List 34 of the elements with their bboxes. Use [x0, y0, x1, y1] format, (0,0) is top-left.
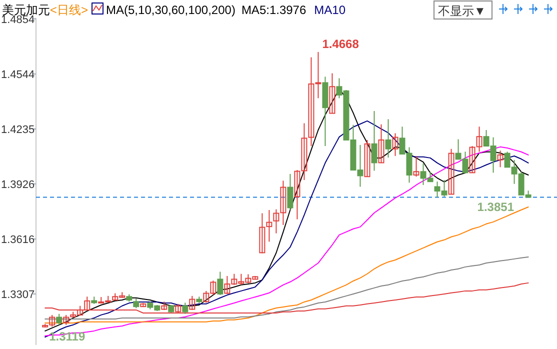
text: 不显示▼	[438, 4, 486, 18]
candlestick	[217, 271, 224, 296]
candlestick	[266, 210, 272, 242]
text: MA10	[314, 3, 346, 17]
candlestick	[56, 313, 62, 326]
candlestick	[476, 126, 482, 152]
candlestick	[294, 170, 300, 220]
y-tick-label: 1.4854	[1, 14, 35, 26]
candlestick	[448, 148, 454, 195]
candlestick	[329, 72, 336, 114]
annotation: 1.4668	[322, 36, 360, 51]
candlestick	[385, 118, 392, 158]
candlestick	[133, 298, 140, 309]
chart-subtitle: <日线>	[50, 3, 88, 17]
candlestick	[497, 150, 504, 168]
candlestick	[182, 302, 188, 314]
candlestick	[378, 124, 384, 164]
candlestick	[189, 295, 196, 310]
text: MA5:1.3976	[241, 3, 306, 17]
y-tick-label: 1.3616	[1, 234, 35, 246]
y-tick-label: 1.4544	[1, 69, 35, 82]
candlestick	[469, 146, 476, 174]
candlestick	[371, 110, 378, 172]
y-tick-label: 1.4235	[1, 124, 35, 136]
candlestick	[259, 212, 266, 254]
candlestick	[287, 173, 294, 211]
legend-title: MA(5,10,30,60,100,200)	[106, 3, 236, 17]
y-tick-label: 1.3307	[1, 288, 35, 301]
candlestick	[63, 314, 70, 326]
candlestick	[364, 139, 370, 178]
candlestick	[413, 155, 420, 178]
ref-line-label: 1.3851	[477, 200, 514, 214]
y-tick-label: 1.3926	[1, 178, 35, 191]
candlestick	[392, 132, 398, 156]
